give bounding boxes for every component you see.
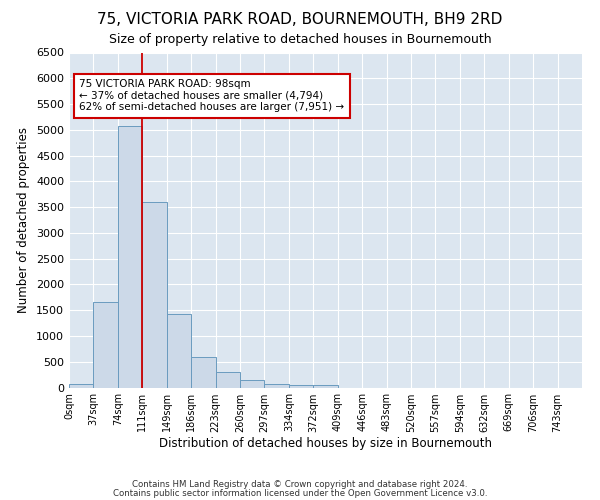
Text: 75, VICTORIA PARK ROAD, BOURNEMOUTH, BH9 2RD: 75, VICTORIA PARK ROAD, BOURNEMOUTH, BH9… [97, 12, 503, 28]
Bar [69, 384, 94, 388]
Y-axis label: Number of detached properties: Number of detached properties [17, 127, 31, 313]
Bar [215, 372, 240, 388]
Text: Contains public sector information licensed under the Open Government Licence v3: Contains public sector information licen… [113, 488, 487, 498]
Bar [142, 202, 167, 388]
X-axis label: Distribution of detached houses by size in Bournemouth: Distribution of detached houses by size … [159, 438, 492, 450]
Bar [191, 356, 215, 388]
Bar [240, 380, 265, 388]
Bar [167, 314, 191, 388]
Text: Contains HM Land Registry data © Crown copyright and database right 2024.: Contains HM Land Registry data © Crown c… [132, 480, 468, 489]
Text: Size of property relative to detached houses in Bournemouth: Size of property relative to detached ho… [109, 32, 491, 46]
Bar [94, 302, 118, 388]
Bar [289, 384, 313, 388]
Bar [313, 385, 338, 388]
Bar [265, 384, 289, 388]
Text: 75 VICTORIA PARK ROAD: 98sqm
← 37% of detached houses are smaller (4,794)
62% of: 75 VICTORIA PARK ROAD: 98sqm ← 37% of de… [79, 80, 344, 112]
Bar [118, 126, 142, 388]
